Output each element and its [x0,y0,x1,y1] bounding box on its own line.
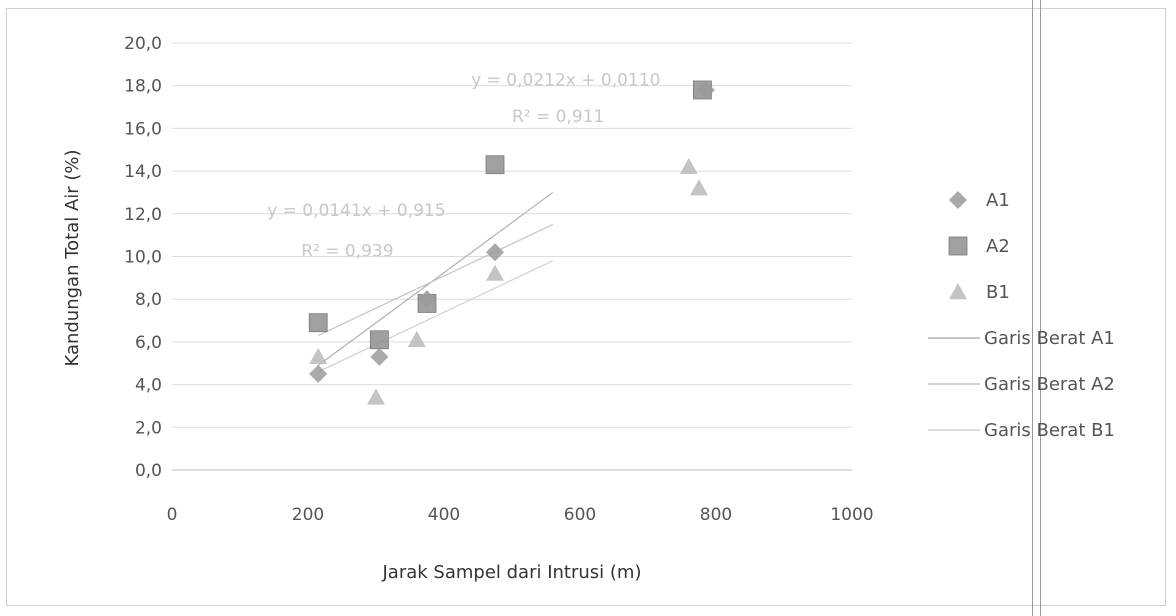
y-axis-ticks: 0,0 2,0 4,0 6,0 8,0 10,0 12,0 14,0 16,0 18,0 20,0 [124,34,162,481]
grid-lines [172,42,852,471]
legend-entry: Garis Berat B1 [984,420,1115,441]
y-tick-label: 0,0 [135,461,162,481]
y-tick-label: 14,0 [124,162,162,182]
y-tick-label: 6,0 [135,333,162,353]
y-tick-label: 20,0 [124,34,162,54]
data-point [485,155,505,175]
chart-frame [6,8,1166,606]
data-point [486,264,504,281]
trendline [317,223,554,337]
legend-marker [948,236,968,256]
legend-entry: A1 [986,190,1010,211]
legend-entry: Garis Berat A2 [984,374,1115,395]
y-tick-label: 8,0 [135,290,162,310]
x-tick-label: 0 [167,505,178,525]
legend-marker [949,191,967,209]
data-point [407,330,426,347]
data-point [369,330,389,350]
legend-marker [949,283,967,300]
x-tick-label: 400 [428,505,460,525]
data-point [486,243,504,262]
legend-entry: A2 [986,236,1010,257]
scan-artifact-line [1040,0,1041,616]
x-tick-label: 800 [700,505,732,525]
y-tick-label: 16,0 [124,119,162,139]
scan-artifact-line [1032,0,1033,616]
x-axis-ticks: 0 200 400 600 800 1000 [167,505,874,525]
y-tick-label: 12,0 [124,205,162,225]
data-point [309,364,328,383]
data-point [370,347,389,366]
equation-annotations: y = 0,0212x + 0,0110 R² = 0,911 y = 0,0141… [267,71,660,262]
data-point [367,388,385,405]
data-point [309,347,328,365]
equation-label: R² = 0,939 [301,242,393,262]
data-point [679,157,698,175]
y-tick-label: 10,0 [124,248,162,268]
y-tick-label: 4,0 [135,376,162,396]
x-axis-label: Jarak Sampel dari Intrusi (m) [382,562,642,583]
data-point [308,313,328,333]
equation-label: R² = 0,911 [512,107,604,127]
x-tick-label: 600 [564,505,596,525]
trendline [317,260,554,373]
x-tick-label: 200 [292,505,324,525]
legend: A1 A2 B1 Garis Berat A1 Garis Berat A2 Garis … [928,190,1115,441]
legend-entry: Garis Berat A1 [984,328,1115,349]
trendlines [317,191,554,373]
legend-entry: B1 [986,282,1010,303]
trendline [317,191,554,366]
data-points [308,80,715,405]
y-axis-label: Kandungan Total Air (%) [62,149,83,366]
data-point [696,80,715,99]
equation-label: y = 0,0212x + 0,0110 [471,71,660,91]
equation-label: y = 0,0141x + 0,915 [267,201,445,221]
x-tick-label: 1000 [830,505,873,525]
y-tick-label: 18,0 [124,77,162,97]
data-point [690,179,708,196]
y-tick-label: 2,0 [135,418,162,438]
data-point [418,290,436,309]
